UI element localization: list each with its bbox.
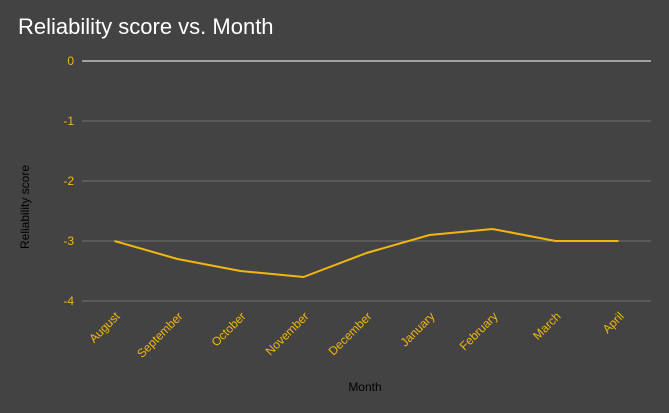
series-layer: [114, 228, 619, 278]
x-tick-label: September: [134, 309, 185, 360]
chart-title: Reliability score vs. Month: [18, 14, 274, 39]
x-tick-label: March: [530, 309, 563, 342]
y-tick-label: -4: [63, 294, 74, 308]
series-line: [114, 228, 619, 278]
x-axis-ticks: August September October November December Ja…: [86, 309, 626, 361]
x-tick-label: November: [263, 309, 312, 358]
y-tick-label: -1: [63, 114, 74, 128]
y-tick-label: -3: [63, 234, 74, 248]
x-tick-label: April: [600, 309, 627, 336]
x-tick-label: February: [457, 309, 501, 353]
x-tick-label: August: [86, 309, 123, 346]
y-tick-label: -2: [63, 174, 74, 188]
y-tick-label: 0: [67, 54, 74, 68]
x-tick-label: October: [209, 309, 249, 349]
y-axis-ticks: 0 -1 -2 -3 -4: [63, 54, 74, 308]
x-axis-title: Month: [348, 380, 381, 394]
x-tick-label: January: [398, 309, 438, 349]
x-tick-label: December: [326, 309, 375, 358]
gridlines: [82, 60, 651, 302]
y-axis-title: Reliability score: [18, 165, 32, 249]
